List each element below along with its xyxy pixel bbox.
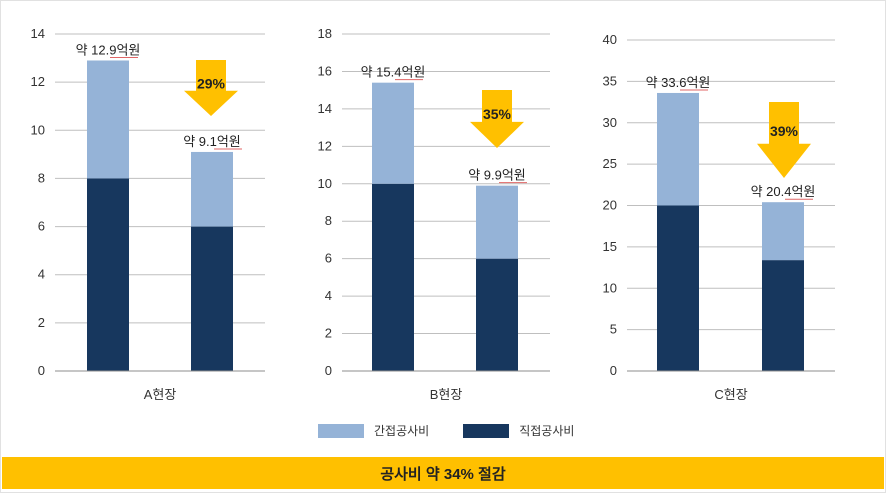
- bar-indirect: [87, 60, 129, 179]
- x-category-label: C현장: [714, 387, 747, 402]
- y-tick-label: 4: [38, 267, 45, 282]
- bar-total-label: 약 15.4억원: [361, 65, 426, 80]
- y-tick-label: 2: [38, 315, 45, 330]
- bar-total-label: 약 9.1억원: [183, 134, 241, 149]
- legend-swatch-indirect: [318, 423, 364, 438]
- y-tick-label: 8: [325, 213, 332, 228]
- legend: 간접공사비 직접공사비: [318, 422, 608, 439]
- bar-indirect: [762, 202, 804, 261]
- y-tick-label: 8: [38, 170, 45, 185]
- bar-direct: [476, 258, 518, 371]
- bar-total-label: 약 33.6억원: [646, 75, 711, 90]
- y-tick-label: 12: [318, 138, 332, 153]
- legend-item-indirect: 간접공사비: [318, 422, 429, 439]
- y-tick-label: 20: [603, 198, 617, 213]
- y-tick-label: 10: [318, 176, 332, 191]
- bar-direct: [762, 260, 804, 371]
- legend-label-indirect: 간접공사비: [374, 424, 430, 438]
- y-tick-label: 40: [603, 32, 617, 47]
- reduction-arrow: [470, 90, 524, 148]
- bar-total-label: 약 12.9억원: [76, 42, 141, 57]
- bar-total-label: 약 20.4억원: [751, 184, 816, 199]
- x-category-label: B현장: [430, 387, 463, 402]
- reduction-percent: 35%: [483, 106, 512, 122]
- bar-indirect: [372, 82, 414, 184]
- bar-direct: [372, 183, 414, 371]
- reduction-percent: 29%: [197, 75, 226, 91]
- bar-direct: [657, 205, 699, 371]
- reduction-arrow: [757, 102, 811, 178]
- summary-banner: 공사비 약 34% 절감: [2, 457, 884, 489]
- summary-banner-text: 공사비 약 34% 절감: [380, 465, 506, 483]
- y-tick-label: 0: [325, 363, 332, 378]
- x-category-label: A현장: [144, 387, 177, 402]
- bar-direct: [87, 178, 129, 371]
- y-tick-label: 25: [603, 156, 617, 171]
- y-tick-label: 18: [318, 26, 332, 41]
- y-tick-label: 14: [31, 26, 45, 41]
- y-tick-label: 5: [610, 322, 617, 337]
- y-tick-label: 14: [318, 101, 332, 116]
- y-tick-label: 6: [325, 251, 332, 266]
- y-tick-label: 10: [603, 280, 617, 295]
- y-tick-label: 6: [38, 219, 45, 234]
- bar-direct: [191, 226, 233, 371]
- bar-total-label: 약 9.9억원: [468, 168, 526, 183]
- y-tick-label: 15: [603, 239, 617, 254]
- reduction-percent: 39%: [770, 123, 799, 139]
- legend-label-direct: 직접공사비: [519, 424, 575, 438]
- y-tick-label: 2: [325, 326, 332, 341]
- y-tick-label: 30: [603, 115, 617, 130]
- legend-item-direct: 직접공사비: [463, 422, 574, 439]
- y-tick-label: 12: [31, 74, 45, 89]
- bar-indirect: [657, 92, 699, 206]
- y-tick-label: 16: [318, 63, 332, 78]
- y-tick-label: 10: [31, 122, 45, 137]
- bar-indirect: [476, 185, 518, 259]
- bar-indirect: [191, 151, 233, 227]
- y-tick-label: 0: [38, 363, 45, 378]
- reduction-arrow: [184, 60, 238, 116]
- y-tick-label: 4: [325, 288, 332, 303]
- y-tick-label: 0: [610, 363, 617, 378]
- legend-swatch-direct: [463, 423, 510, 438]
- y-tick-label: 35: [603, 73, 617, 88]
